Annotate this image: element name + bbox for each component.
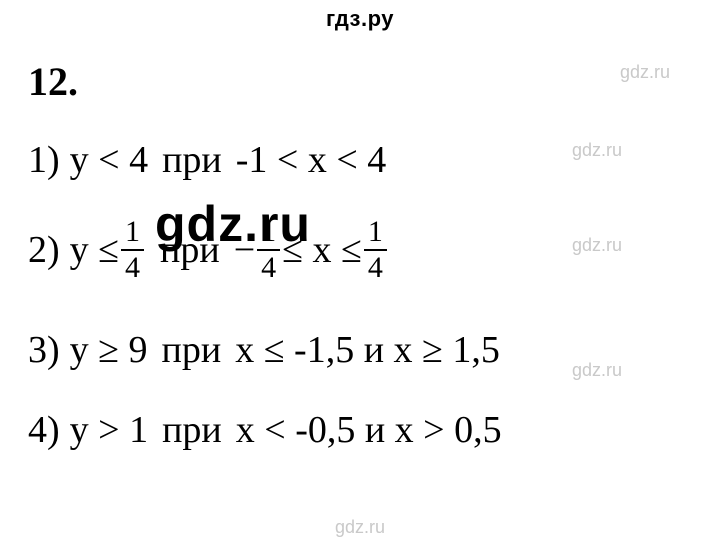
- problem-number: 12.: [28, 58, 78, 105]
- line3-index: 3): [28, 331, 60, 369]
- frac-den: 4: [121, 249, 144, 283]
- line3-word: при: [162, 331, 222, 369]
- watermark: gdz.ru: [620, 62, 670, 83]
- line4-lhs: y > 1: [70, 411, 148, 449]
- line1-index: 1): [28, 141, 60, 179]
- line4-rhs: x < -0,5 и x > 0,5: [236, 411, 502, 449]
- line2-rhs-frac2: 1 4: [364, 217, 387, 283]
- page-header: гдз.ру: [0, 6, 720, 32]
- line1-word: при: [162, 141, 222, 179]
- watermark: gdz.ru: [572, 235, 622, 256]
- solution-line-1: 1) y < 4 при -1 < x < 4: [28, 120, 386, 200]
- watermark: gdz.ru: [572, 140, 622, 161]
- line2-index: 2): [28, 231, 60, 269]
- solution-line-2: 2) y ≤ 1 4 при − 1 4 ≤ x ≤ 1 4: [28, 200, 389, 300]
- line2-rhs-pre: −: [234, 231, 255, 269]
- line1-lhs: y < 4: [70, 141, 148, 179]
- frac-den: 4: [364, 249, 387, 283]
- solution-line-3: 3) y ≥ 9 при x ≤ -1,5 и x ≥ 1,5: [28, 310, 500, 390]
- line1-rhs: -1 < x < 4: [236, 141, 387, 179]
- line3-rhs: x ≤ -1,5 и x ≥ 1,5: [235, 331, 500, 369]
- line2-rhs-mid: ≤ x ≤: [282, 231, 362, 269]
- solution-line-4: 4) y > 1 при x < -0,5 и x > 0,5: [28, 390, 502, 470]
- line2-rhs-frac1: 1 4: [257, 217, 280, 283]
- frac-num: 1: [121, 217, 144, 249]
- line3-lhs: y ≥ 9: [70, 331, 148, 369]
- frac-den: 4: [257, 249, 280, 283]
- frac-num: 1: [364, 217, 387, 249]
- watermark: gdz.ru: [572, 360, 622, 381]
- frac-num: 1: [257, 217, 280, 249]
- line2-lhs-frac: 1 4: [121, 217, 144, 283]
- line4-index: 4): [28, 411, 60, 449]
- line2-lhs-pre: y ≤: [70, 231, 119, 269]
- watermark-bottom: gdz.ru: [0, 517, 720, 538]
- line4-word: при: [162, 411, 222, 449]
- line2-word: при: [160, 231, 220, 269]
